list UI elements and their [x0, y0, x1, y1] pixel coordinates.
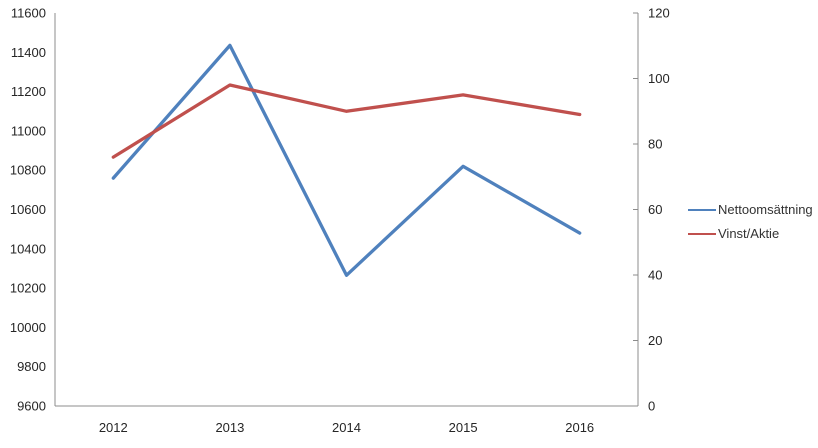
right-axis-tick-label: 40	[648, 268, 662, 283]
left-axis-tick-label: 9800	[17, 359, 46, 374]
right-axis-tick-label: 60	[648, 202, 662, 217]
left-axis-tick-label: 10000	[10, 320, 46, 335]
series-line-nettooms-ttning	[111, 43, 582, 277]
left-axis-tick-label: 10800	[10, 163, 46, 178]
x-axis-category-label: 2014	[332, 420, 361, 435]
left-axis-tick-label: 11600	[11, 6, 46, 21]
x-axis-category-label: 2016	[565, 420, 594, 435]
right-axis-tick-label: 20	[648, 333, 662, 348]
right-axis-tick-label: 120	[648, 6, 670, 21]
right-axis-tick-label: 100	[648, 71, 670, 86]
x-axis-category-label: 2015	[449, 420, 478, 435]
chart-legend: Nettoomsättning Vinst/Aktie	[688, 202, 813, 241]
legend-label: Vinst/Aktie	[718, 226, 780, 241]
legend-line-swatch-red	[688, 232, 716, 235]
right-axis-tick-label: 0	[648, 399, 655, 414]
x-axis-category-label: 2012	[99, 420, 128, 435]
left-axis-tick-label: 10400	[10, 241, 46, 256]
left-axis-tick-label: 11400	[11, 45, 46, 60]
legend-item-vinst-aktie: Vinst/Aktie	[688, 226, 813, 241]
right-axis-tick-label: 80	[648, 137, 662, 152]
series-line-vinst-aktie	[111, 83, 582, 159]
left-axis-tick-label: 11200	[11, 84, 46, 99]
left-axis-tick-label: 9600	[17, 399, 46, 414]
legend-item-nettoomsattning: Nettoomsättning	[688, 202, 813, 217]
legend-line-swatch-blue	[688, 208, 716, 211]
x-axis-category-label: 2013	[215, 420, 244, 435]
left-axis-tick-label: 10200	[10, 281, 46, 296]
legend-label: Nettoomsättning	[718, 202, 813, 217]
left-axis-tick-label: 10600	[10, 202, 46, 217]
left-axis-tick-label: 11000	[11, 123, 46, 138]
